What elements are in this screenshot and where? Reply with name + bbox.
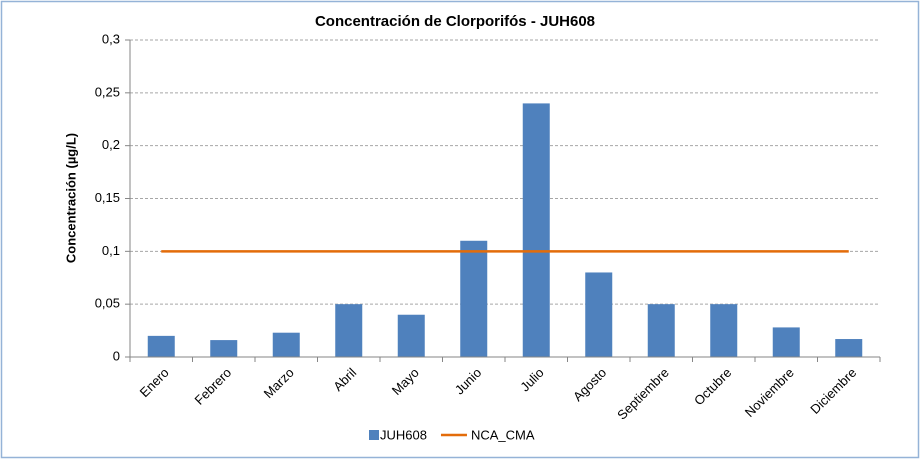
y-tick-label: 0,3 <box>102 31 120 46</box>
bar <box>835 339 863 357</box>
bar <box>710 304 738 357</box>
y-tick-label: 0,05 <box>95 296 120 311</box>
bar <box>272 332 300 357</box>
y-tick-label: 0,1 <box>102 243 120 258</box>
y-tick-label: 0 <box>113 348 120 363</box>
y-tick-label: 0,2 <box>102 137 120 152</box>
bar <box>647 304 675 357</box>
y-axis-label: Concentración (µg/L) <box>63 133 78 263</box>
legend-swatch <box>369 430 379 440</box>
y-tick-label: 0,15 <box>95 190 120 205</box>
bar <box>460 240 488 357</box>
bar <box>147 335 175 357</box>
bar <box>772 327 800 357</box>
bar <box>397 314 425 357</box>
legend-label: JUH608 <box>380 427 427 442</box>
bar <box>335 304 363 357</box>
bar <box>210 340 238 357</box>
bar <box>522 103 550 358</box>
y-tick-label: 0,25 <box>95 84 120 99</box>
chart-title: Concentración de Clorporifós - JUH608 <box>315 13 595 30</box>
bar <box>585 272 613 357</box>
legend-label: NCA_CMA <box>471 427 535 442</box>
